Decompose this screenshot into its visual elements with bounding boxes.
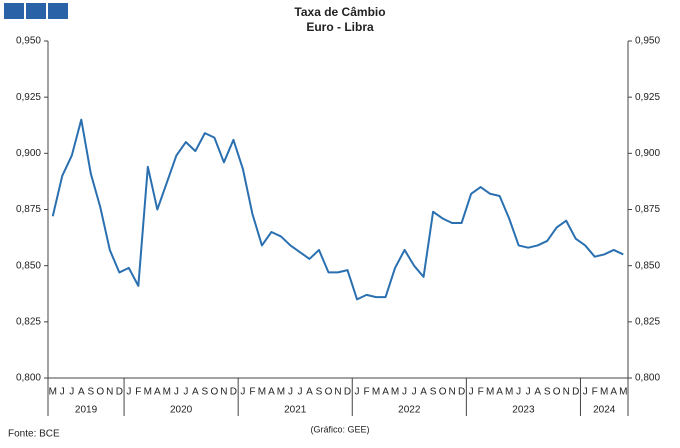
x-tick-label: M — [144, 387, 152, 398]
x-tick-label: A — [534, 387, 541, 398]
x-tick-label: A — [192, 387, 199, 398]
x-tick-label: F — [249, 387, 255, 398]
y-tick-label: 0,850 — [16, 260, 41, 271]
x-tick-label: F — [592, 387, 598, 398]
x-tick-label: M — [372, 387, 380, 398]
x-tick-label: J — [126, 387, 131, 398]
x-tick-label: J — [402, 387, 407, 398]
x-tick-label: M — [258, 387, 266, 398]
x-tick-label: N — [448, 387, 455, 398]
y-tick-label: 0,900 — [16, 148, 41, 159]
source: Fonte: BCE — [8, 429, 60, 440]
year-label: 2023 — [512, 405, 535, 416]
y-tick-label: 0,950 — [16, 36, 41, 47]
y-tick-label: 0,800 — [16, 373, 41, 384]
x-tick-label: S — [316, 387, 323, 398]
x-tick-label: J — [240, 387, 245, 398]
x-tick-label: M — [391, 387, 399, 398]
x-tick-label: N — [106, 387, 113, 398]
y2-tick-label: 0,850 — [635, 260, 660, 271]
y2-tick-label: 0,800 — [635, 373, 660, 384]
x-tick-label: A — [306, 387, 313, 398]
x-tick-label: D — [344, 387, 351, 398]
x-tick-label: O — [325, 387, 333, 398]
x-tick-label: M — [163, 387, 171, 398]
x-tick-label: D — [230, 387, 237, 398]
x-tick-label: M — [49, 387, 57, 398]
x-tick-label: O — [553, 387, 561, 398]
x-tick-label: J — [355, 387, 360, 398]
year-label: 2019 — [75, 405, 98, 416]
x-tick-label: A — [154, 387, 161, 398]
year-label: 2024 — [593, 405, 616, 416]
x-tick-label: N — [334, 387, 341, 398]
x-tick-label: A — [610, 387, 617, 398]
logo-square — [26, 3, 46, 19]
x-tick-label: F — [478, 387, 484, 398]
chart-title: Taxa de Câmbio — [294, 5, 385, 19]
y-tick-label: 0,925 — [16, 92, 41, 103]
x-tick-label: A — [420, 387, 427, 398]
x-tick-label: J — [60, 387, 65, 398]
x-tick-label: N — [220, 387, 227, 398]
x-tick-label: J — [69, 387, 74, 398]
year-label: 2020 — [170, 405, 193, 416]
x-tick-label: J — [412, 387, 417, 398]
y2-tick-label: 0,875 — [635, 204, 660, 215]
x-tick-label: J — [297, 387, 302, 398]
y2-tick-label: 0,925 — [635, 92, 660, 103]
x-tick-label: A — [268, 387, 275, 398]
x-tick-label: N — [563, 387, 570, 398]
x-tick-label: M — [505, 387, 513, 398]
y2-tick-label: 0,825 — [635, 316, 660, 327]
x-tick-label: O — [439, 387, 447, 398]
x-tick-label: F — [363, 387, 369, 398]
x-tick-label: D — [572, 387, 579, 398]
x-tick-label: F — [135, 387, 141, 398]
x-tick-label: M — [277, 387, 285, 398]
year-label: 2022 — [398, 405, 421, 416]
x-tick-label: D — [116, 387, 123, 398]
x-tick-label: J — [583, 387, 588, 398]
line-series — [51, 118, 624, 301]
year-label: 2021 — [284, 405, 307, 416]
x-tick-label: O — [96, 387, 104, 398]
x-tick-label: S — [430, 387, 437, 398]
x-tick-label: M — [486, 387, 494, 398]
x-tick-label: D — [458, 387, 465, 398]
y-tick-label: 0,825 — [16, 316, 41, 327]
x-tick-label: J — [183, 387, 188, 398]
logo-square — [4, 3, 24, 19]
chart-subtitle: Euro - Libra — [306, 20, 374, 34]
x-tick-label: J — [526, 387, 531, 398]
x-tick-label: J — [516, 387, 521, 398]
x-tick-label: J — [288, 387, 293, 398]
logo-square — [48, 3, 68, 19]
x-tick-label: S — [544, 387, 551, 398]
y2-tick-label: 0,950 — [635, 36, 660, 47]
x-tick-label: O — [211, 387, 219, 398]
x-tick-label: J — [469, 387, 474, 398]
x-tick-label: A — [496, 387, 503, 398]
x-tick-label: A — [78, 387, 85, 398]
credit: (Gráfico: GEE) — [310, 424, 369, 434]
x-tick-label: A — [382, 387, 389, 398]
x-tick-label: M — [619, 387, 627, 398]
x-tick-label: M — [600, 387, 608, 398]
y2-tick-label: 0,900 — [635, 148, 660, 159]
x-tick-label: J — [174, 387, 179, 398]
x-tick-label: S — [202, 387, 209, 398]
x-tick-label: S — [87, 387, 94, 398]
y-tick-label: 0,875 — [16, 204, 41, 215]
